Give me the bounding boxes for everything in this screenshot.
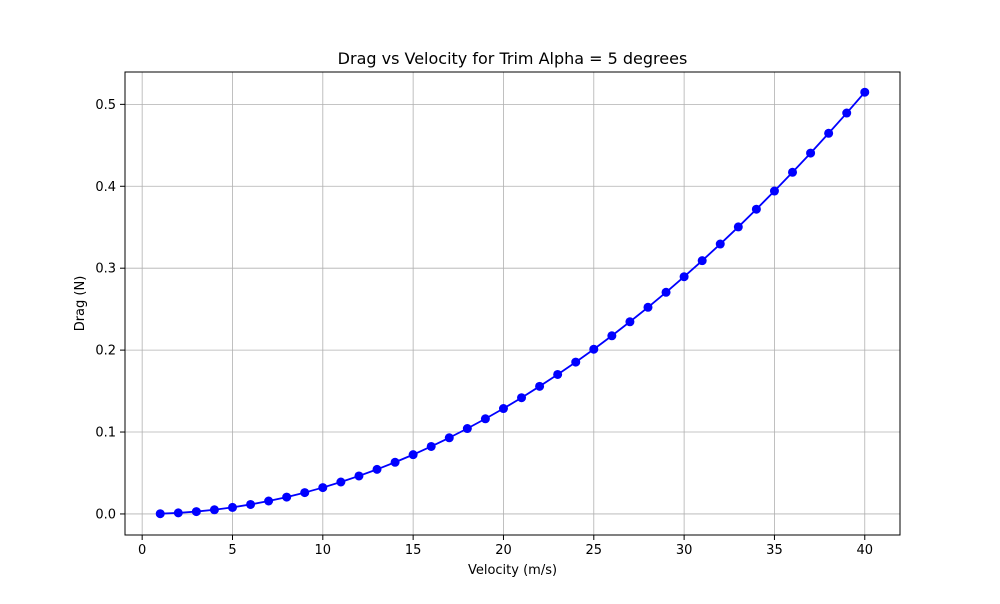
data-point	[824, 128, 834, 138]
x-tick-label: 40	[856, 543, 873, 558]
data-point	[264, 496, 274, 506]
series-layer	[155, 87, 870, 519]
x-tick-label: 15	[405, 543, 422, 558]
data-point	[842, 108, 852, 118]
data-point	[173, 508, 183, 518]
x-tick-label: 10	[315, 543, 332, 558]
x-tick-label: 30	[676, 543, 693, 558]
data-point	[462, 424, 472, 434]
x-tick-label: 5	[228, 543, 236, 558]
data-point	[697, 256, 707, 266]
x-tick-label: 20	[495, 543, 512, 558]
y-tick-label: 0.0	[95, 507, 116, 522]
data-point	[372, 464, 382, 474]
data-point	[553, 369, 563, 379]
data-point	[806, 148, 816, 158]
y-tick-label: 0.2	[95, 344, 116, 359]
data-point	[336, 477, 346, 487]
y-axis-label: Drag (N)	[73, 276, 88, 332]
data-point	[227, 502, 237, 512]
data-point	[860, 87, 870, 97]
data-point	[589, 344, 599, 354]
chart-title: Drag vs Velocity for Trim Alpha = 5 degr…	[338, 49, 688, 68]
data-point	[517, 393, 527, 403]
data-point	[300, 488, 310, 498]
data-point	[715, 239, 725, 249]
data-point	[679, 272, 689, 282]
y-tick-label: 0.5	[95, 98, 116, 113]
data-point	[246, 499, 256, 509]
data-point	[661, 287, 671, 297]
data-point	[571, 357, 581, 367]
data-point	[354, 471, 364, 481]
data-point	[444, 433, 454, 443]
x-axis-label: Velocity (m/s)	[468, 563, 557, 578]
data-point	[788, 167, 798, 177]
y-tick-label: 0.4	[95, 180, 116, 195]
data-point	[769, 186, 779, 196]
data-point	[390, 457, 400, 467]
data-point	[426, 441, 436, 451]
data-point	[498, 404, 508, 414]
data-point	[480, 414, 490, 424]
y-tick-label: 0.1	[95, 426, 116, 441]
data-point	[643, 302, 653, 312]
data-point	[535, 381, 545, 391]
data-point	[282, 492, 292, 502]
data-point	[209, 505, 219, 515]
data-point	[625, 317, 635, 327]
y-tick-label: 0.3	[95, 262, 116, 277]
axis-ticks: 0 5 10 15 20 25 30 35 40 0.0 0.1 0.2 0.3 0.4 0.5	[95, 98, 873, 558]
x-tick-label: 25	[586, 543, 603, 558]
data-point	[607, 331, 617, 341]
grid-lines	[125, 72, 900, 535]
data-point	[191, 507, 201, 517]
data-point	[733, 222, 743, 232]
x-tick-label: 35	[766, 543, 783, 558]
data-point	[408, 450, 418, 460]
data-point	[155, 509, 165, 519]
data-point	[751, 204, 761, 214]
drag-series-line	[160, 91, 866, 515]
x-tick-label: 0	[138, 543, 146, 558]
plot-area-frame	[124, 71, 901, 536]
data-point	[318, 483, 328, 493]
